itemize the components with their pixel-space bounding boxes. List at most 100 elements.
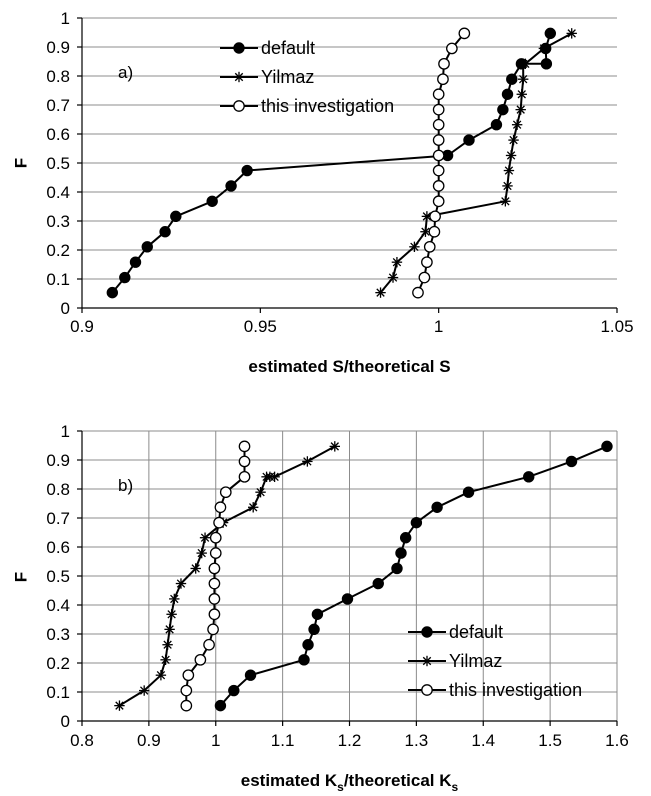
data-point-yilmaz bbox=[538, 43, 550, 54]
data-point-yilmaz bbox=[248, 502, 259, 513]
data-point-yilmaz bbox=[520, 58, 531, 70]
data-point-default bbox=[341, 593, 354, 605]
data-point-default bbox=[565, 455, 578, 468]
series-default bbox=[214, 440, 613, 712]
x-tick-label: 1 bbox=[211, 731, 220, 750]
data-point-default bbox=[170, 210, 182, 223]
x-tick-label: 1.5 bbox=[538, 731, 562, 750]
data-point-default bbox=[302, 639, 314, 651]
legend-item-this-investigation: this investigation bbox=[220, 96, 394, 116]
data-point-this-investigation bbox=[432, 103, 445, 116]
data-point-yilmaz bbox=[500, 196, 511, 207]
data-point-default bbox=[523, 471, 535, 483]
y-tick-label: 0.7 bbox=[46, 96, 70, 115]
legend-marker bbox=[421, 626, 433, 638]
data-point-default bbox=[395, 547, 407, 559]
data-point-yilmaz bbox=[511, 119, 523, 130]
data-point-default bbox=[601, 440, 613, 453]
y-tick-label: 0.5 bbox=[46, 567, 70, 586]
data-point-this-investigation bbox=[432, 180, 445, 192]
x-tick-label: 0.95 bbox=[244, 317, 277, 336]
data-point-this-investigation bbox=[432, 134, 445, 146]
data-point-this-investigation bbox=[208, 562, 221, 575]
data-point-this-investigation bbox=[180, 699, 193, 712]
data-point-yilmaz bbox=[391, 256, 403, 268]
data-point-yilmaz bbox=[515, 104, 526, 115]
panel-label: b) bbox=[118, 476, 133, 495]
data-point-this-investigation bbox=[432, 164, 445, 177]
data-point-default bbox=[244, 669, 257, 681]
data-point-default bbox=[119, 271, 131, 284]
data-point-this-investigation bbox=[213, 516, 225, 529]
x-axis-label-subscript: s bbox=[452, 780, 459, 794]
series-line-default bbox=[219, 445, 608, 707]
legend-label: default bbox=[449, 622, 503, 642]
legend-marker bbox=[233, 42, 245, 54]
x-tick-label: 1.4 bbox=[471, 731, 495, 750]
data-point-this-investigation bbox=[423, 240, 436, 253]
x-tick-label: 1.1 bbox=[271, 731, 295, 750]
data-point-default bbox=[228, 684, 240, 697]
y-tick-label: 0.7 bbox=[46, 509, 70, 528]
x-tick-label: 0.9 bbox=[137, 731, 161, 750]
data-point-this-investigation bbox=[428, 225, 441, 238]
data-point-this-investigation bbox=[207, 623, 219, 636]
data-point-yilmaz bbox=[517, 73, 529, 85]
data-point-this-investigation bbox=[208, 593, 221, 605]
y-tick-label: 0.5 bbox=[46, 154, 70, 173]
data-point-this-investigation bbox=[432, 149, 445, 162]
y-tick-label: 0.9 bbox=[46, 38, 70, 57]
data-point-this-investigation bbox=[209, 547, 222, 559]
data-point-this-investigation bbox=[214, 501, 227, 514]
data-point-default bbox=[206, 195, 218, 207]
data-point-this-investigation bbox=[219, 486, 232, 499]
data-point-this-investigation bbox=[194, 653, 207, 666]
y-tick-label: 0.2 bbox=[46, 241, 70, 260]
data-point-default bbox=[497, 103, 509, 116]
y-tick-label: 0.3 bbox=[46, 212, 70, 231]
data-point-yilmaz bbox=[421, 211, 433, 222]
y-tick-label: 0.1 bbox=[46, 270, 70, 289]
y-tick-label: 0 bbox=[61, 299, 70, 318]
series-this-investigation bbox=[180, 440, 251, 712]
data-point-default bbox=[506, 73, 518, 85]
data-point-yilmaz bbox=[138, 685, 150, 696]
data-point-this-investigation bbox=[238, 470, 251, 483]
data-point-this-investigation bbox=[438, 57, 450, 70]
data-point-default bbox=[544, 27, 557, 40]
x-tick-label: 1.2 bbox=[338, 731, 362, 750]
data-point-this-investigation bbox=[238, 455, 251, 468]
data-point-this-investigation bbox=[421, 256, 433, 269]
data-point-yilmaz bbox=[114, 700, 125, 711]
y-tick-label: 0.6 bbox=[46, 125, 70, 144]
legend-marker bbox=[421, 655, 433, 667]
y-tick-label: 0.2 bbox=[46, 654, 70, 673]
data-point-yilmaz bbox=[162, 639, 173, 650]
legend: default Yilmaz this investigation bbox=[408, 622, 582, 700]
x-axis-label: estimated S/theoretical S bbox=[248, 357, 450, 376]
data-point-default bbox=[410, 516, 423, 529]
legend-label: Yilmaz bbox=[261, 67, 314, 87]
x-axis-label: estimated Ks/theoretical Ks bbox=[241, 771, 459, 794]
x-tick-label: 0.9 bbox=[70, 317, 94, 336]
legend-marker bbox=[233, 100, 245, 112]
data-point-yilmaz bbox=[387, 272, 399, 283]
y-axis-label: F bbox=[11, 158, 30, 168]
data-point-default bbox=[311, 608, 324, 620]
data-point-default bbox=[399, 532, 412, 544]
data-point-this-investigation bbox=[209, 531, 222, 544]
y-tick-label: 0.4 bbox=[46, 596, 70, 615]
y-tick-label: 0.6 bbox=[46, 538, 70, 557]
data-point-this-investigation bbox=[203, 638, 215, 651]
data-point-this-investigation bbox=[429, 210, 441, 223]
data-point-default bbox=[462, 486, 475, 498]
y-axis-label: F bbox=[11, 572, 30, 582]
data-point-this-investigation bbox=[182, 669, 195, 682]
data-point-default bbox=[106, 286, 119, 299]
y-tick-label: 0.8 bbox=[46, 480, 70, 499]
y-tick-label: 0.8 bbox=[46, 67, 70, 86]
chart-panel-b: 0 0.1 0.2 0.3 0.4 0.5 0.6 0.7 0.8 0.9 1 0.8 0.9 1 1.1 1… bbox=[11, 422, 628, 794]
data-point-this-investigation bbox=[432, 88, 445, 101]
data-point-yilmaz bbox=[302, 456, 313, 467]
